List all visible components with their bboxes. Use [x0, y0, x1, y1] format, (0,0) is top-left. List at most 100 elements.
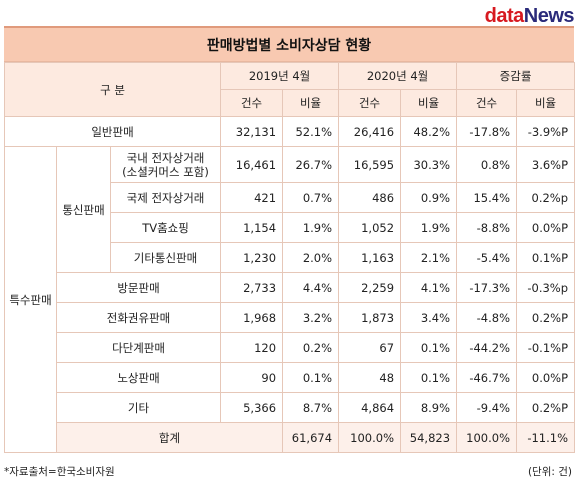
- cell: 8.7%: [282, 392, 340, 423]
- row-label: 국내 전자상거래 (소셜커머스 포함): [109, 146, 222, 183]
- unit-note: (단위: 건): [527, 466, 572, 478]
- header-category: 구 분: [3, 62, 222, 117]
- cell: -44.2%: [456, 332, 518, 363]
- cell: 16,461: [220, 146, 284, 183]
- group-special: 특수판매: [4, 146, 57, 453]
- cell: 4.1%: [400, 272, 458, 303]
- consultation-table: 구 분 2019년 4월 2020년 4월 증감률 건수 비율 건수 비율 건수…: [3, 62, 576, 453]
- cell: 1.9%: [400, 212, 458, 243]
- cell: 32,131: [220, 116, 284, 147]
- cell: -8.8%: [456, 212, 518, 243]
- cell: 421: [220, 182, 284, 213]
- cell: 26.7%: [282, 146, 340, 183]
- cell: 0.0%P: [516, 212, 576, 243]
- cell: 0.9%: [400, 182, 458, 213]
- cell: 1.9%: [282, 212, 340, 243]
- header-ratio: 비율: [516, 89, 576, 117]
- table-row: 기타 5,366 8.7% 4,864 8.9% -9.4% 0.2%P: [5, 392, 576, 423]
- cell: 8.9%: [400, 392, 458, 423]
- cell: 0.1%: [400, 362, 458, 393]
- cell: 15.4%: [456, 182, 518, 213]
- cell: -46.7%: [456, 362, 518, 393]
- cell: 4.4%: [282, 272, 340, 303]
- header-count: 건수: [220, 89, 284, 117]
- cell: 0.2%P: [516, 392, 576, 423]
- table-row: 노상판매 90 0.1% 48 0.1% -46.7% 0.0%P: [5, 362, 576, 393]
- cell: 4,864: [338, 392, 402, 423]
- cell: 486: [338, 182, 402, 213]
- cell: 1,230: [220, 242, 284, 273]
- cell: 3.2%: [282, 302, 340, 333]
- table-row: 기타통신판매 1,230 2.0% 1,163 2.1% -5.4% 0.1%P: [5, 242, 576, 273]
- cell: 16,595: [338, 146, 402, 183]
- cell: -0.3%p: [516, 272, 576, 303]
- cell: -0.1%P: [516, 332, 576, 363]
- table-row: 방문판매 2,733 4.4% 2,259 4.1% -17.3% -0.3%p: [5, 272, 576, 303]
- cell: 90: [220, 362, 284, 393]
- cell: 30.3%: [400, 146, 458, 183]
- table-row: TV홈쇼핑 1,154 1.9% 1,052 1.9% -8.8% 0.0%P: [5, 212, 576, 243]
- cell: 100.0%: [456, 422, 518, 453]
- cell: 48.2%: [400, 116, 458, 147]
- cell: 0.8%: [456, 146, 518, 183]
- table-row: 다단계판매 120 0.2% 67 0.1% -44.2% -0.1%P: [5, 332, 576, 363]
- table-row-total: 합계 61,674 100.0% 54,823 100.0% -11.1% -: [5, 422, 576, 453]
- cell: 1,154: [220, 212, 284, 243]
- table-row: 국제 전자상거래 421 0.7% 486 0.9% 15.4% 0.2%p: [5, 182, 576, 213]
- row-label: 합계: [55, 422, 284, 453]
- cell: 0.1%: [282, 362, 340, 393]
- header-count: 건수: [338, 89, 402, 117]
- header-ratio: 비율: [282, 89, 340, 117]
- cell: 1,052: [338, 212, 402, 243]
- cell: 0.2%P: [516, 302, 576, 333]
- cell: 48: [338, 362, 402, 393]
- cell: 2.1%: [400, 242, 458, 273]
- cell: 3.6%P: [516, 146, 576, 183]
- cell: -3.9%P: [516, 116, 576, 147]
- header-2020: 2020년 4월: [338, 62, 458, 90]
- row-label: 방문판매: [55, 272, 222, 303]
- row-label: 노상판매: [55, 362, 222, 393]
- cell: -4.8%: [456, 302, 518, 333]
- row-label: 일반판매: [3, 116, 222, 147]
- cell: 67: [338, 332, 402, 363]
- row-label: 기타통신판매: [109, 242, 222, 273]
- cell: -5.4%: [456, 242, 518, 273]
- datanews-logo: dataNews: [484, 5, 575, 27]
- table-row: 일반판매 32,131 52.1% 26,416 48.2% -17.8% -3…: [3, 116, 576, 147]
- table-title: 판매방법별 소비자상담 현황: [4, 26, 574, 62]
- cell: 3.4%: [400, 302, 458, 333]
- cell: 54,823: [400, 422, 458, 453]
- cell: 1,968: [220, 302, 284, 333]
- source-note: *자료출처=한국소비자원: [4, 466, 115, 478]
- cell: 1,873: [338, 302, 402, 333]
- table-row: 전화권유판매 1,968 3.2% 1,873 3.4% -4.8% 0.2%P: [5, 302, 576, 333]
- cell: 26,416: [338, 116, 402, 147]
- cell: 2.0%: [282, 242, 340, 273]
- cell: 1,163: [338, 242, 402, 273]
- cell: 0.2%p: [516, 182, 576, 213]
- cell: 61,674: [282, 422, 340, 453]
- cell: -17.3%: [456, 272, 518, 303]
- header-2019: 2019년 4월: [220, 62, 340, 90]
- header-ratio: 비율: [400, 89, 458, 117]
- cell: 2,733: [220, 272, 284, 303]
- row-label: 다단계판매: [55, 332, 222, 363]
- cell: 0.1%P: [516, 242, 576, 273]
- header-count: 건수: [456, 89, 518, 117]
- cell: 0.7%: [282, 182, 340, 213]
- row-label: 기타: [55, 392, 222, 423]
- cell: 0.0%P: [516, 362, 576, 393]
- header-change: 증감률: [456, 62, 576, 90]
- cell: 120: [220, 332, 284, 363]
- cell: 5,366: [220, 392, 284, 423]
- cell: 52.1%: [282, 116, 340, 147]
- cell: 2,259: [338, 272, 402, 303]
- cell: -11.1%: [516, 422, 576, 453]
- row-label: TV홈쇼핑: [109, 212, 222, 243]
- cell: 0.2%: [282, 332, 340, 363]
- cell: -17.8%: [456, 116, 518, 147]
- cell: 0.1%: [400, 332, 458, 363]
- cell: -9.4%: [456, 392, 518, 423]
- row-label: 전화권유판매: [55, 302, 222, 333]
